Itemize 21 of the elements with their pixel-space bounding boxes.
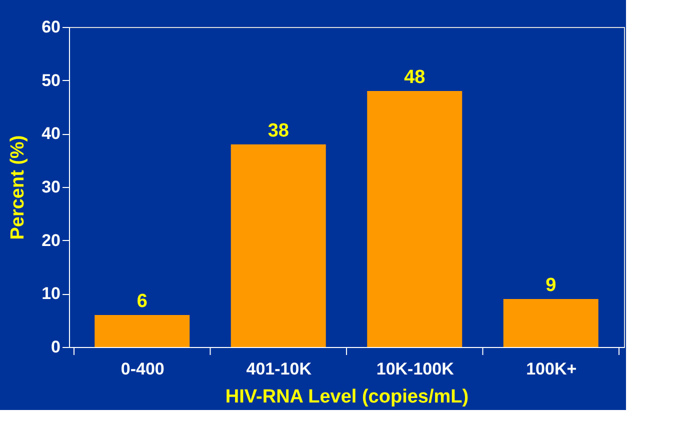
- y-tick-label: 40: [42, 124, 60, 144]
- y-tick-label: 20: [42, 230, 60, 250]
- bar: [503, 299, 598, 347]
- bar: [94, 315, 190, 347]
- data-label: 38: [268, 120, 289, 142]
- y-tick-label: 0: [51, 338, 60, 356]
- data-label: 6: [136, 291, 148, 312]
- y-axis-title: Percent (%): [8, 135, 29, 240]
- x-tick-label: 0-400: [120, 360, 164, 378]
- y-tick-label: 10: [42, 284, 60, 304]
- x-tick-label: 10K-100K: [376, 360, 455, 378]
- bar: [230, 144, 326, 347]
- y-tick-label: 60: [42, 18, 60, 36]
- x-tick-label: 401-10K: [246, 360, 312, 378]
- data-label: 9: [546, 275, 556, 296]
- y-tick-label: 50: [42, 70, 60, 90]
- y-tick-label: 30: [42, 178, 60, 196]
- x-tick-label: 100K+: [526, 360, 577, 378]
- data-label: 48: [404, 67, 426, 88]
- x-axis-title: HIV-RNA Level (copies/mL): [225, 386, 469, 408]
- bar: [367, 91, 462, 347]
